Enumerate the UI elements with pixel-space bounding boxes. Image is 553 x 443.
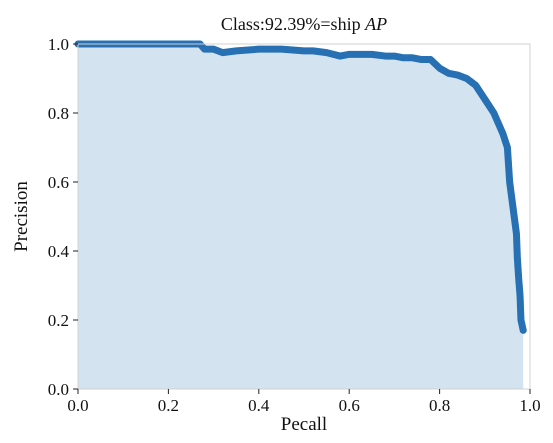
y-axis-label: Precision bbox=[11, 181, 32, 252]
chart-title: Class:92.39%=ship AP bbox=[221, 14, 387, 34]
chart-title-italic: AP bbox=[364, 14, 387, 34]
tick-layer: 0.0 0.2 0.4 0.6 0.8 1.0 0.0 0.2 0.4 0.6 0.8 1.0 bbox=[48, 35, 541, 415]
x-tick-label: 0.8 bbox=[429, 396, 450, 415]
x-tick-label: 0.2 bbox=[158, 396, 179, 415]
line-layer bbox=[74, 40, 527, 334]
x-tick-label: 1.0 bbox=[519, 396, 540, 415]
x-tick-label: 0.6 bbox=[339, 396, 360, 415]
y-tick-label: 0.4 bbox=[48, 242, 70, 261]
series-0-area bbox=[78, 44, 524, 389]
y-tick-label: 0.0 bbox=[48, 380, 69, 399]
y-tick-label: 1.0 bbox=[48, 35, 69, 54]
x-tick-label: 0.0 bbox=[67, 396, 88, 415]
series-0-line bbox=[74, 40, 527, 334]
y-tick-label: 0.2 bbox=[48, 311, 69, 330]
y-tick-label: 0.6 bbox=[48, 173, 69, 192]
y-tick-label: 0.8 bbox=[48, 104, 69, 123]
plot-frame bbox=[77, 43, 531, 390]
chart-title-main: Class:92.39%=ship bbox=[221, 14, 365, 34]
x-tick-label: 0.4 bbox=[248, 396, 270, 415]
area-layer bbox=[78, 44, 524, 389]
x-axis-label: Pecall bbox=[281, 414, 327, 435]
